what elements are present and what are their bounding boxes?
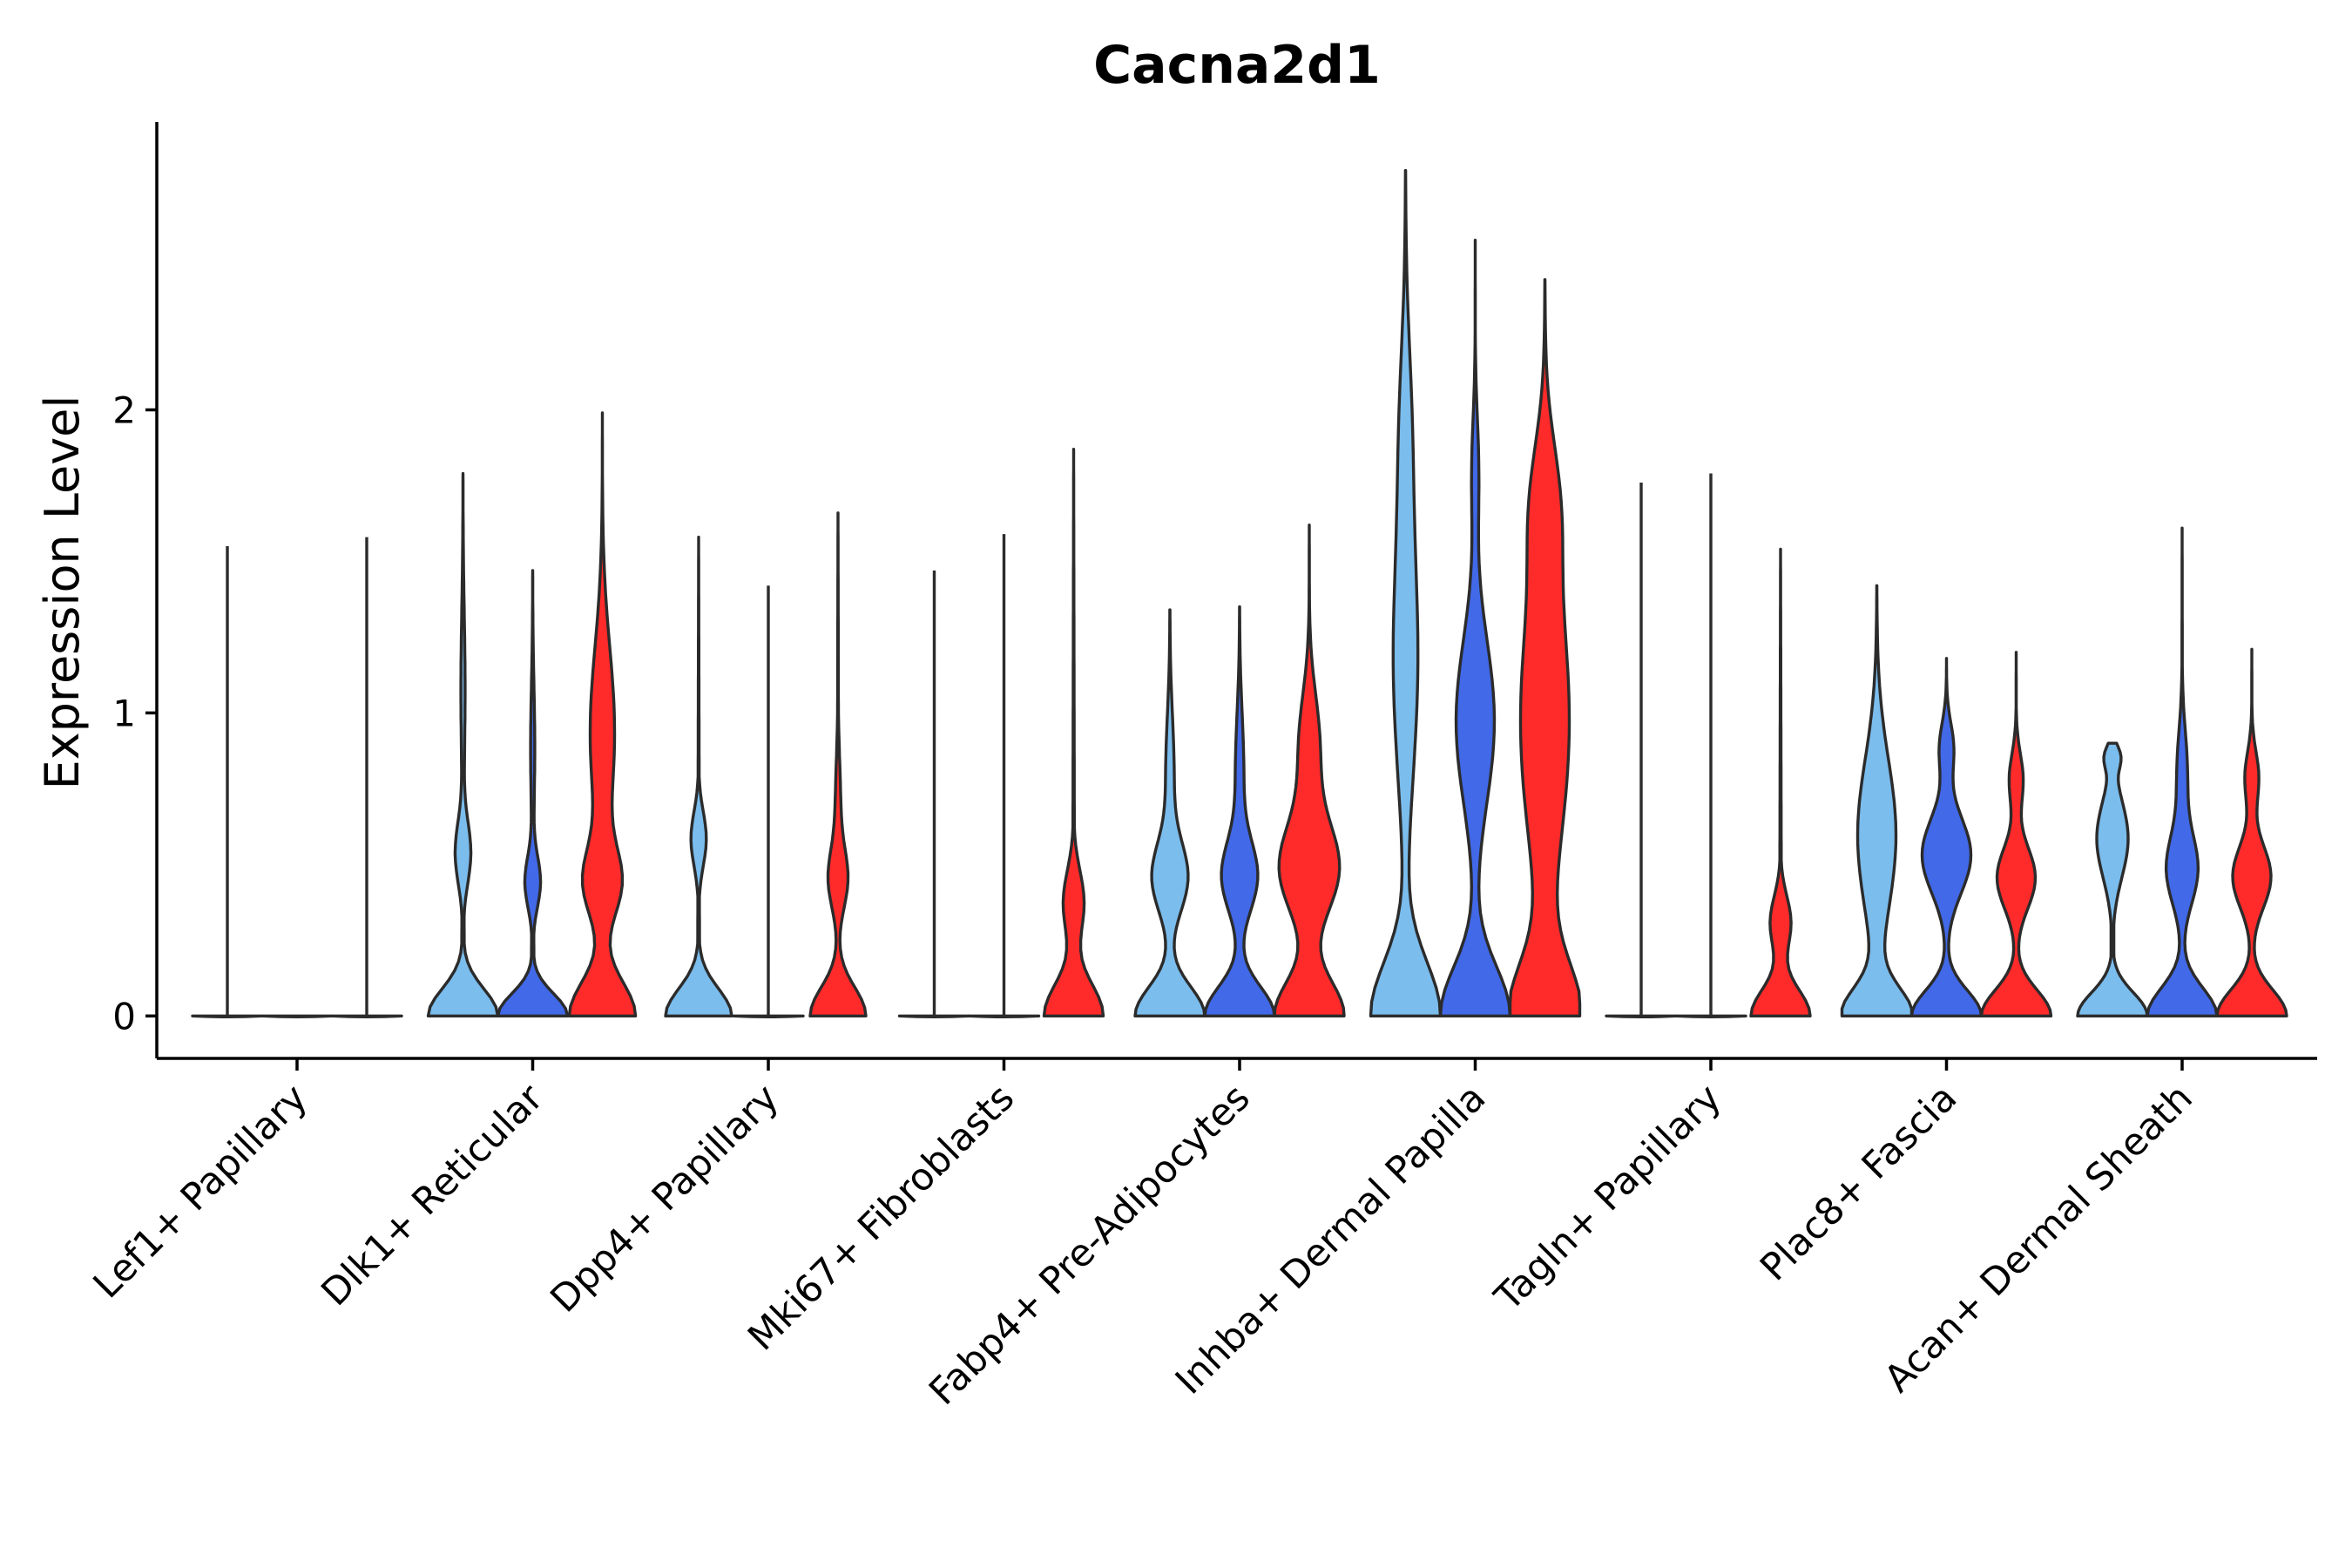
violin-base xyxy=(897,1014,971,1018)
violin xyxy=(1369,169,1443,1017)
violin xyxy=(1749,547,1812,1017)
violin-base xyxy=(1605,1014,1678,1018)
y-tick-label: 2 xyxy=(112,389,136,432)
axes xyxy=(155,122,2317,1060)
violin-base xyxy=(260,1014,334,1018)
violin xyxy=(1438,239,1512,1017)
violin xyxy=(1840,584,1914,1017)
violin xyxy=(1042,448,1105,1017)
x-tick-label: Mki67+ Fibroblasts xyxy=(740,1076,1023,1359)
x-tick-label: Lef1+ Papillary xyxy=(85,1076,316,1307)
y-ticks: 0 1 2 xyxy=(112,389,157,1037)
violin xyxy=(496,569,570,1017)
violin xyxy=(2146,526,2219,1017)
violin-base xyxy=(732,1014,805,1018)
violin xyxy=(1133,608,1206,1017)
violin xyxy=(2215,647,2288,1017)
x-tick-label: Dlk1+ Reticular xyxy=(314,1076,552,1315)
y-axis-label: Expression Level xyxy=(35,395,90,790)
chart-title: Cacna2d1 xyxy=(1093,35,1381,96)
violin xyxy=(1979,651,2053,1017)
violin xyxy=(426,471,500,1017)
violin xyxy=(664,535,733,1017)
violin xyxy=(1508,278,1582,1017)
violin xyxy=(808,511,868,1017)
violin-group xyxy=(191,169,2288,1018)
violin xyxy=(567,411,638,1017)
violin xyxy=(1203,605,1276,1017)
violin-base xyxy=(330,1014,403,1018)
x-tick-label: Plac8+ Fascia xyxy=(1752,1076,1965,1289)
x-tick-label: Dpp4+ Papillary xyxy=(543,1076,787,1321)
violin xyxy=(2076,741,2149,1017)
x-tick-label: Tagln+ Papillary xyxy=(1486,1076,1730,1320)
violin-base xyxy=(1674,1014,1747,1018)
violin-base xyxy=(967,1014,1041,1018)
y-tick-label: 1 xyxy=(112,692,136,734)
violin xyxy=(1273,524,1346,1017)
y-tick-label: 0 xyxy=(112,995,136,1037)
violin-base xyxy=(191,1014,264,1018)
violin xyxy=(1909,657,1984,1017)
